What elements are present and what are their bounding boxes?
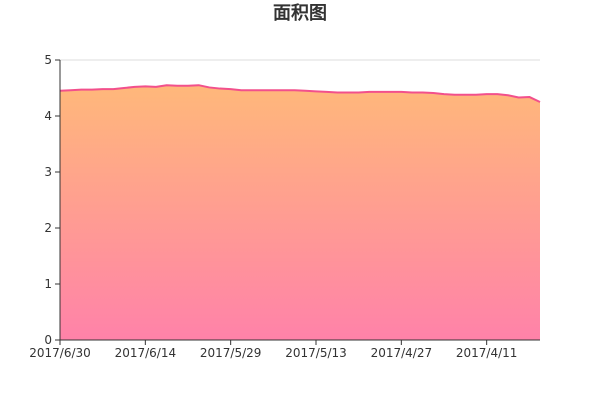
x-tick-label: 2017/6/30 [29, 346, 91, 360]
y-tick-label: 0 [44, 333, 52, 347]
chart-title: 面积图 [273, 3, 327, 24]
x-tick-label: 2017/4/11 [456, 346, 518, 360]
y-tick-label: 2 [44, 221, 52, 235]
y-tick-label: 1 [44, 277, 52, 291]
series-line [59, 84, 541, 103]
x-tick-label: 2017/6/14 [115, 346, 177, 360]
y-tick-label: 3 [44, 165, 52, 179]
y-tick-label: 4 [44, 109, 52, 123]
axis-layer [55, 59, 540, 345]
label-layer: 0 1 2 3 4 5 2017/6/30 2017/6/14 2017/5/29 2017/5/… [29, 53, 517, 360]
x-tick-label: 2017/5/29 [200, 346, 262, 360]
x-tick-label: 2017/5/13 [285, 346, 347, 360]
x-tick-label: 2017/4/27 [371, 346, 433, 360]
area-layer [59, 84, 541, 340]
y-tick-label: 5 [44, 53, 52, 67]
area-fill [60, 85, 540, 340]
